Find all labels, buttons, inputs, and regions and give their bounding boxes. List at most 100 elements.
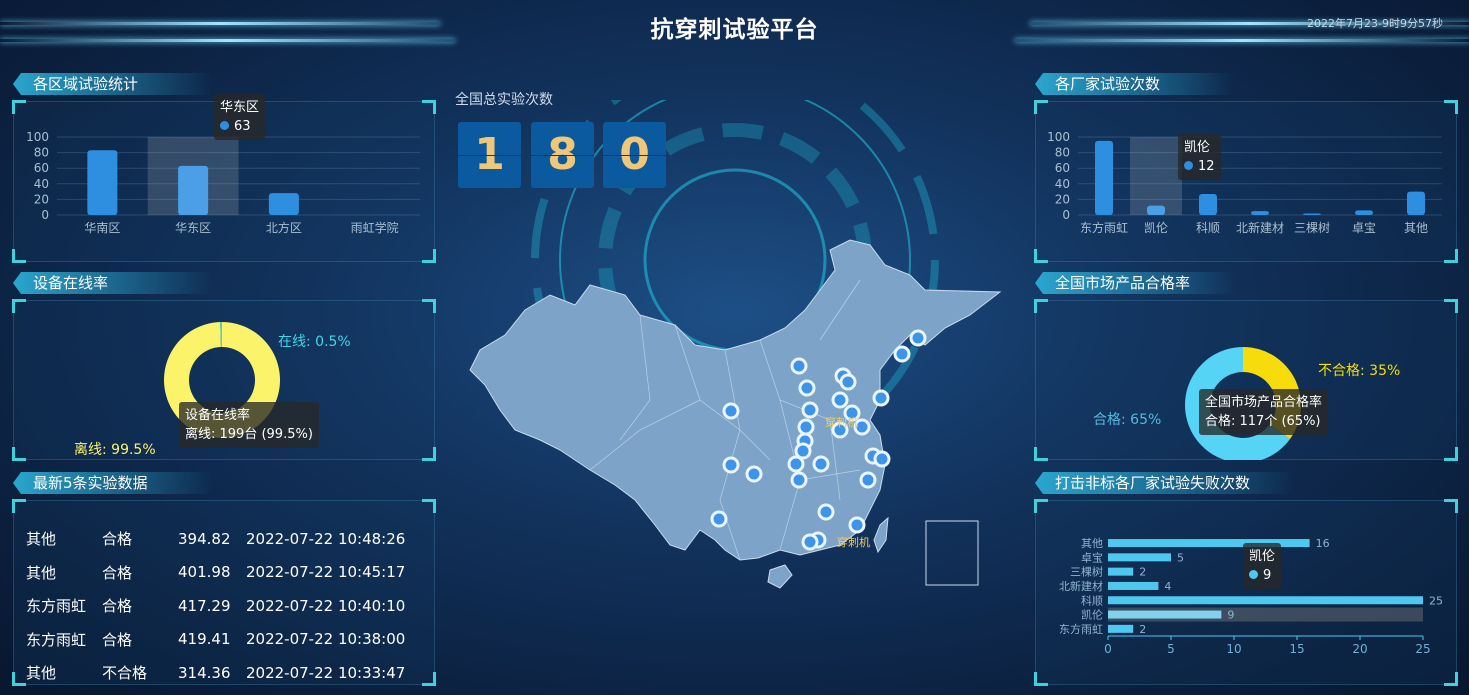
circle-marker-icon — [787, 455, 805, 473]
maker-cell: 其他 — [26, 563, 57, 582]
qualified-label: 合格: 65% — [1093, 412, 1162, 428]
y-tick-label: 60 — [1055, 161, 1070, 175]
tooltip-value: 9 — [1263, 568, 1272, 583]
time-cell: 2022-07-22 10:38:00 — [246, 630, 406, 649]
panel-fail — [1034, 499, 1458, 686]
circle-marker-icon — [859, 471, 877, 489]
table-row: 其他 合格 401.98 2022-07-22 10:45:17 — [26, 556, 416, 590]
result-cell: 合格 — [102, 563, 133, 582]
tooltip-title: 设备在线率 — [185, 408, 251, 423]
circle-marker-icon — [853, 418, 871, 436]
tooltip-title: 凯伦 — [1249, 549, 1276, 564]
x-tick-label: 10 — [1226, 642, 1241, 656]
data-label: 4 — [1164, 580, 1171, 593]
x-tick-label: 雨虹学院 — [351, 220, 399, 235]
x-tick-label: 三棵树 — [1294, 220, 1330, 235]
bar — [1355, 210, 1373, 215]
table-row: 东方雨虹 合格 417.29 2022-07-22 10:40:10 — [26, 589, 416, 623]
value-cell: 419.41 — [178, 630, 231, 649]
x-tick-label: 5 — [1167, 642, 1175, 656]
map-label: 穿刺机 — [837, 535, 870, 549]
bar — [1251, 211, 1269, 215]
circle-marker-icon — [872, 389, 890, 407]
y-tick-label: 凯伦 — [1081, 608, 1103, 622]
y-tick-label: 80 — [1055, 146, 1070, 160]
circle-marker-icon — [873, 450, 891, 468]
quality-donut-chart[interactable] — [1035, 300, 1457, 460]
y-tick-label: 0 — [1062, 208, 1070, 222]
hainan-island — [767, 564, 793, 589]
tooltip-title: 华东区 — [220, 100, 260, 115]
x-tick-label: 东方雨虹 — [1080, 220, 1128, 235]
tooltip-value: 63 — [234, 119, 251, 134]
y-tick-label: 东方雨虹 — [1059, 622, 1103, 636]
result-cell: 合格 — [102, 597, 133, 616]
value-cell: 401.98 — [178, 563, 231, 582]
bar — [1303, 213, 1321, 215]
data-label: 2 — [1139, 623, 1146, 636]
circle-marker-icon — [745, 465, 763, 483]
map-label: 穿刺机 — [825, 415, 858, 429]
y-tick-label: 北新建材 — [1059, 579, 1103, 593]
bar — [87, 150, 118, 215]
bar — [1108, 610, 1222, 619]
tooltip-value: 离线: 199台 (99.5%) — [185, 427, 313, 442]
y-tick-label: 80 — [34, 146, 49, 160]
x-tick-label: 25 — [1415, 642, 1430, 656]
latest-data-table: 其他 合格 394.82 2022-07-22 10:48:26 其他 合格 401.98 2… — [26, 522, 416, 690]
circle-marker-icon — [848, 516, 866, 534]
circle-marker-icon — [710, 510, 728, 528]
circle-marker-icon — [790, 357, 808, 375]
bar — [1108, 539, 1310, 548]
panel-title-region: 各区域试验统计 — [13, 73, 213, 95]
circle-marker-icon — [794, 442, 812, 460]
bar — [268, 193, 299, 215]
x-tick-label: 华东区 — [175, 221, 211, 235]
data-label: 16 — [1316, 537, 1330, 550]
south-sea-inset — [925, 520, 979, 586]
circle-marker-icon — [797, 418, 815, 436]
fail-hbar-chart[interactable]: 东方雨虹 2 凯伦 9 科顺 25 北新建材 4 三棵树 2 卓宝 5 其他 16 0 5 10 15 20 25 — [1035, 500, 1457, 685]
counter-label: 全国总实验次数 — [455, 92, 553, 108]
time-cell: 2022-07-22 10:48:26 — [246, 529, 406, 548]
hover-shadow — [1130, 137, 1182, 215]
tooltip-title: 凯伦 — [1184, 140, 1211, 155]
result-cell: 合格 — [102, 630, 133, 649]
maker-cell: 东方雨虹 — [26, 597, 87, 616]
header-line-left — [0, 22, 440, 25]
x-tick-label: 科顺 — [1196, 221, 1220, 235]
bar — [1108, 624, 1134, 633]
bar — [1147, 205, 1165, 215]
tooltip-title: 全国市场产品合格率 — [1205, 395, 1323, 410]
unqualified-label: 不合格: 35% — [1318, 363, 1401, 379]
bar — [1199, 193, 1217, 215]
y-tick-label: 100 — [1047, 130, 1070, 144]
circle-marker-icon — [817, 503, 835, 521]
x-tick-label: 20 — [1352, 642, 1367, 656]
data-label: 9 — [1227, 609, 1234, 622]
x-tick-label: 北新建材 — [1236, 220, 1284, 235]
y-tick-label: 科顺 — [1081, 593, 1103, 607]
circle-marker-icon — [722, 402, 740, 420]
circle-marker-icon — [839, 373, 857, 391]
x-tick-label: 凯伦 — [1144, 220, 1168, 235]
panel-title-fail: 打击非标各厂家试验失败次数 — [1035, 472, 1295, 494]
table-row: 东方雨虹 合格 419.41 2022-07-22 10:38:00 — [26, 623, 416, 657]
time-cell: 2022-07-22 10:40:10 — [246, 596, 406, 615]
maker-cell: 东方雨虹 — [26, 630, 87, 649]
result-cell: 合格 — [102, 530, 133, 549]
y-tick-label: 卓宝 — [1081, 550, 1103, 564]
circle-marker-icon — [893, 345, 911, 363]
y-tick-label: 20 — [1055, 192, 1070, 206]
y-tick-label: 40 — [1055, 177, 1070, 191]
offline-label: 离线: 99.5% — [74, 442, 156, 458]
data-label: 2 — [1139, 566, 1146, 579]
y-tick-label: 40 — [34, 177, 49, 191]
value-cell: 417.29 — [178, 596, 231, 615]
value-cell: 314.36 — [178, 663, 231, 682]
circle-marker-icon — [798, 379, 816, 397]
y-tick-label: 0 — [41, 208, 49, 222]
page-title: 抗穿刺试验平台 — [650, 17, 819, 43]
